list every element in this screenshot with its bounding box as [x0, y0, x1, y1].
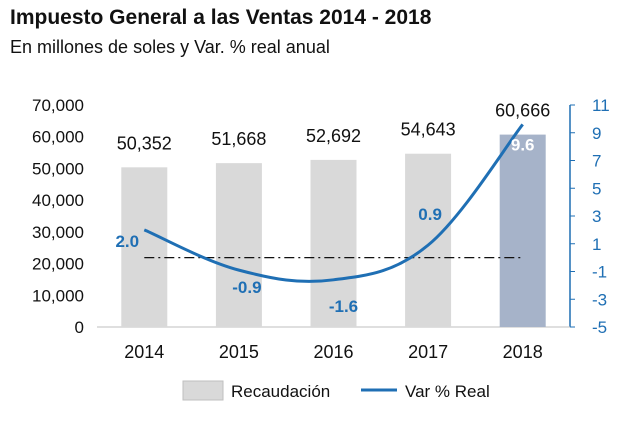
bar-2014: [121, 167, 168, 327]
y-right-tick-label: 11: [592, 96, 610, 115]
y-right-tick-label: 1: [592, 235, 601, 254]
y-left-tick-label: 0: [75, 318, 84, 337]
var-line: [143, 123, 524, 283]
legend-label-var: Var % Real: [405, 382, 490, 401]
y-right-tick-label: -5: [592, 318, 607, 337]
x-tick-label: 2016: [313, 342, 353, 362]
y-left-tick-label: 30,000: [32, 223, 84, 242]
var-value-label: 0.9: [418, 205, 442, 224]
bar-2018: [499, 134, 546, 327]
bar-value-label: 60,666: [495, 101, 550, 121]
y-right-tick-label: 9: [592, 124, 601, 143]
bar-value-label: 54,643: [401, 120, 456, 140]
bar-value-label: 51,668: [211, 129, 266, 149]
bars: [121, 134, 546, 327]
x-tick-label: 2017: [408, 342, 448, 362]
y-right-tick-label: 7: [592, 152, 601, 171]
bar-value-label: 52,692: [306, 126, 361, 146]
legend-label-recaudacion: Recaudación: [231, 382, 330, 401]
bar-2015: [215, 163, 262, 327]
axes: 0 10,000 20,000 30,000 40,000 50,000 60,000 70,…: [32, 96, 610, 362]
var-value-label: 2.0: [115, 232, 139, 251]
y-left-tick-label: 20,000: [32, 255, 84, 274]
bar-2017: [405, 153, 452, 327]
y-right-tick-label: -1: [592, 263, 607, 282]
bar-value-label: 50,352: [117, 133, 172, 153]
var-value-label: -1.6: [329, 297, 358, 316]
y-left-tick-label: 10,000: [32, 286, 84, 305]
y-right-tick-label: 5: [592, 179, 601, 198]
bar-2016: [310, 159, 357, 327]
var-value-label: 9.6: [511, 135, 535, 154]
legend: Recaudación Var % Real: [182, 380, 490, 401]
legend-swatch-recaudacion: [182, 380, 224, 401]
var-series-line: [143, 123, 524, 283]
var-value-label: -0.9: [232, 278, 261, 297]
y-left-tick-label: 40,000: [32, 191, 84, 210]
chart-title: Impuesto General a las Ventas 2014 - 201…: [10, 6, 432, 29]
y-left-tick-label: 70,000: [32, 96, 84, 115]
x-tick-label: 2018: [503, 342, 543, 362]
y-right-tick-label: 3: [592, 207, 601, 226]
y-left-tick-label: 50,000: [32, 159, 84, 178]
x-tick-label: 2014: [124, 342, 164, 362]
chart-subtitle: En millones de soles y Var. % real anual: [10, 37, 330, 57]
y-right-tick-label: -3: [592, 290, 607, 309]
data-labels: 50,352 51,668 52,692 54,643 60,666 2.0 -0.9 -1.…: [115, 101, 550, 316]
y-left-tick-label: 60,000: [32, 128, 84, 147]
x-tick-label: 2015: [219, 342, 259, 362]
